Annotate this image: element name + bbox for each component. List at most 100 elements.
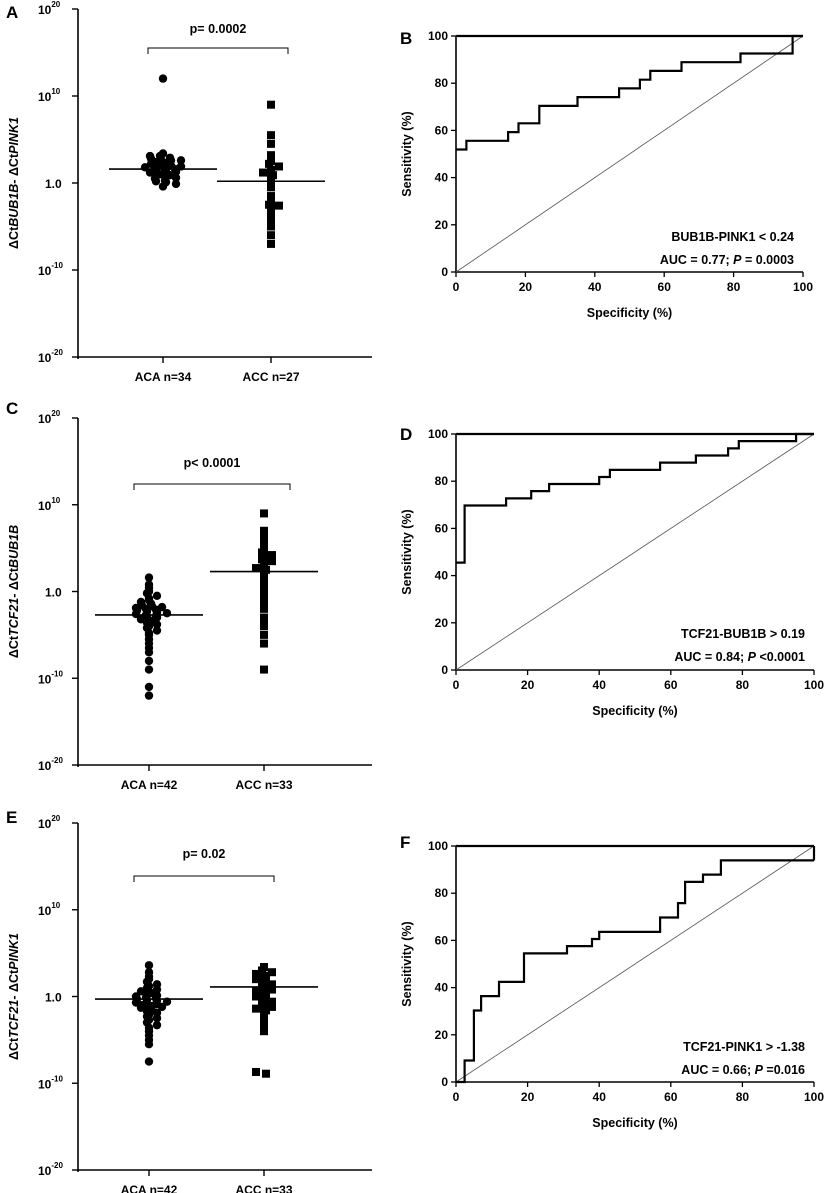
data-point: [260, 1022, 268, 1031]
data-point: [260, 617, 268, 626]
auc-annotation: AUC = 0.66; P =0.016: [681, 1063, 805, 1077]
data-point: [260, 587, 268, 596]
data-point: [144, 691, 154, 700]
y-tick-label: 1010: [38, 87, 61, 104]
y-tick-label: 10-20: [38, 756, 63, 773]
x-tick-label: ACC n=33: [235, 778, 292, 792]
data-point: [259, 168, 267, 177]
x-tick-label: 0: [453, 1090, 460, 1104]
data-point: [260, 604, 268, 613]
y-tick-label: 0: [441, 1075, 448, 1089]
data-point: [171, 179, 181, 189]
y-axis-title: ΔCtTCF21- ΔCtPINK1: [7, 933, 21, 1060]
x-tick-label: 80: [736, 1090, 750, 1104]
p-value-label: p= 0.02: [183, 847, 226, 861]
data-point: [158, 182, 168, 191]
y-tick-label: 40: [435, 171, 449, 185]
y-tick-label: 60: [435, 521, 449, 535]
y-tick-label: 10-10: [38, 1074, 63, 1091]
x-tick-label: 100: [804, 678, 824, 692]
y-tick-label: 1010: [38, 901, 61, 918]
y-tick-label: 1020: [38, 0, 61, 17]
data-point: [260, 1009, 268, 1018]
data-point: [260, 600, 268, 609]
data-point: [267, 218, 275, 227]
data-point: [260, 613, 268, 622]
data-point: [260, 583, 268, 592]
y-tick-label: 10-20: [38, 1161, 63, 1178]
x-tick-label: 60: [664, 678, 678, 692]
data-point: [268, 985, 276, 994]
data-point: [268, 557, 276, 566]
data-point: [171, 173, 181, 182]
x-tick-label: 60: [664, 1090, 678, 1104]
x-tick-label: 20: [521, 1090, 535, 1104]
data-point: [144, 682, 154, 692]
y-tick-label: 10-10: [38, 669, 63, 686]
panel-a: A 1020 1010 10-10 10-20 1.0 ΔCtBUB1B- ΔCtPINK1…: [6, 0, 372, 384]
y-tick-label: 10-20: [38, 348, 63, 365]
x-axis-title: Specificity (%): [592, 704, 677, 718]
roc-curve: [456, 859, 814, 1084]
data-point: [267, 213, 275, 222]
panel-d: D 0 20 40 60 80 100 0 20 40 60 80 100 Specificity (%)…: [400, 425, 824, 718]
data-point: [144, 573, 154, 582]
y-tick-label: 20: [435, 1028, 449, 1042]
x-tick-label: 40: [588, 280, 602, 294]
y-tick-label: 1.0: [45, 586, 62, 600]
data-point: [152, 1013, 162, 1023]
x-tick-label: 20: [521, 678, 535, 692]
data-point: [252, 564, 260, 573]
y-tick-label: 1.0: [45, 991, 62, 1005]
panel-e: E 1020 1010 10-10 10-20 1.0 ΔCtTCF21- ΔCtPINK1…: [6, 808, 372, 1193]
data-point: [268, 980, 276, 989]
x-tick-label: 80: [727, 280, 741, 294]
significance-bracket: [133, 875, 275, 882]
data-point: [144, 961, 154, 970]
auc-annotation: AUC = 0.84; P <0.0001: [674, 650, 805, 664]
data-point: [144, 665, 154, 674]
x-tick-label: ACC n=33: [235, 1183, 292, 1193]
data-point: [267, 183, 275, 192]
panel-b: B 0 20 40 60 80 100 0 20 40 60 80 100 Specificity (%)…: [400, 29, 813, 320]
data-point: [262, 1069, 270, 1078]
y-tick-label: 60: [435, 123, 449, 137]
data-point: [260, 1027, 268, 1036]
data-point: [260, 665, 268, 674]
data-point: [144, 1040, 154, 1049]
auc-annotation: AUC = 0.77; P = 0.0003: [660, 253, 794, 267]
data-point: [265, 159, 273, 168]
data-point: [252, 1004, 260, 1013]
data-point: [158, 74, 168, 83]
y-tick-label: 80: [435, 886, 449, 900]
cutoff-annotation: BUB1B-PINK1 < 0.24: [671, 230, 794, 244]
x-tick-label: 0: [453, 678, 460, 692]
x-tick-label: 0: [453, 280, 460, 294]
data-point: [275, 201, 283, 210]
data-point: [258, 966, 266, 975]
data-point: [176, 156, 186, 165]
x-tick-label: 40: [593, 678, 607, 692]
data-point: [144, 656, 154, 666]
data-point: [260, 570, 268, 579]
y-tick-label: 0: [441, 265, 448, 279]
reference-diagonal: [455, 433, 815, 671]
data-point: [260, 531, 268, 540]
reference-diagonal: [455, 845, 815, 1083]
y-tick-label: 100: [428, 839, 448, 853]
data-point: [260, 639, 268, 648]
panel-letter: B: [400, 29, 412, 48]
panel-letter: D: [400, 425, 412, 444]
y-tick-label: 20: [435, 218, 449, 232]
x-tick-label: ACA n=42: [121, 778, 178, 792]
data-point: [260, 630, 268, 639]
data-point: [152, 620, 162, 629]
cutoff-annotation: TCF21-BUB1B > 0.19: [681, 627, 805, 641]
data-point: [265, 200, 273, 209]
y-tick-label: 60: [435, 933, 449, 947]
y-tick-label: 1010: [38, 496, 61, 513]
x-tick-label: ACA n=34: [135, 370, 192, 384]
data-point: [260, 1014, 268, 1023]
data-point: [131, 609, 141, 619]
